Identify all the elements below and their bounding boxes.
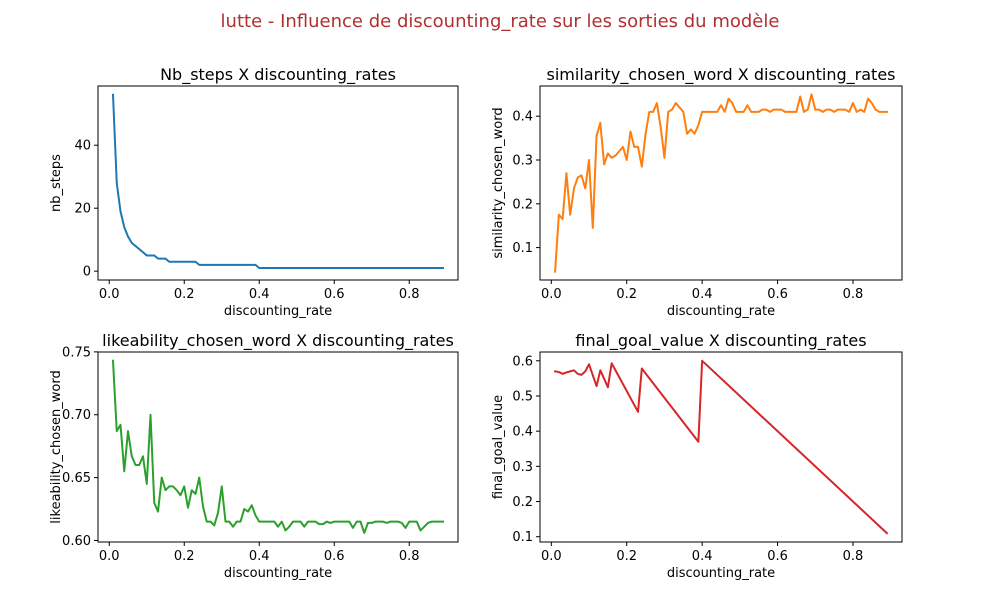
y-tick-label: 0.3 <box>512 460 533 475</box>
y-tick-label: 0.3 <box>512 154 533 169</box>
y-tick-label: 40 <box>74 139 91 154</box>
x-tick-label: 0.2 <box>616 287 637 302</box>
x-tick-label: 0.8 <box>399 549 420 564</box>
x-tick-label: 0.0 <box>541 549 562 564</box>
subplot-2: similarity_chosen_word X discounting_rat… <box>491 65 903 319</box>
y-tick-label: 0.2 <box>512 495 533 510</box>
subplot-title: similarity_chosen_word X discounting_rat… <box>547 65 896 85</box>
x-axis-label: discounting_rate <box>667 566 775 581</box>
x-tick-label: 0.6 <box>324 549 345 564</box>
y-tick-label: 0.4 <box>512 425 533 440</box>
x-tick-label: 0.6 <box>767 287 788 302</box>
x-tick-label: 0.8 <box>843 287 864 302</box>
x-axis-label: discounting_rate <box>667 304 775 319</box>
subplot-1: Nb_steps X discounting_rates 0.0 0.2 0.4 0.6… <box>49 65 459 319</box>
subplot-title: final_goal_value X discounting_rates <box>575 331 866 351</box>
series-line <box>553 359 889 535</box>
y-tick-label: 0.65 <box>62 471 91 486</box>
x-tick-label: 0.8 <box>843 549 864 564</box>
y-tick-label: 0.75 <box>62 345 91 360</box>
x-tick-label: 0.4 <box>249 287 270 302</box>
subplot-title: likeability_chosen_word X discounting_ra… <box>102 331 454 351</box>
figure-title: lutte - Influence de discounting_rate su… <box>221 11 780 32</box>
y-tick-label: 0.1 <box>512 530 533 545</box>
subplot-4: final_goal_value X discounting_rates 0.0 0… <box>491 331 903 581</box>
series-line <box>554 93 888 273</box>
y-tick-label: 0.70 <box>62 408 91 423</box>
x-tick-label: 0.0 <box>99 287 120 302</box>
y-tick-label: 0.5 <box>512 389 533 404</box>
y-tick-label: 0.2 <box>512 197 533 212</box>
y-tick-label: 0.6 <box>512 354 533 369</box>
y-axis-label: similarity_chosen_word <box>491 107 506 258</box>
subplot-title: Nb_steps X discounting_rates <box>160 65 396 85</box>
x-tick-label: 0.6 <box>324 287 345 302</box>
y-tick-label: 20 <box>74 202 91 217</box>
axes-frame <box>539 85 903 281</box>
y-tick-label: 0 <box>83 265 91 280</box>
x-tick-label: 0.2 <box>616 549 637 564</box>
x-tick-label: 0.0 <box>99 549 120 564</box>
x-tick-label: 0.4 <box>692 287 713 302</box>
y-axis-label: nb_steps <box>49 154 64 212</box>
axes-frame <box>97 85 459 281</box>
y-axis-label: likeability_chosen_word <box>49 370 64 523</box>
x-tick-label: 0.4 <box>692 549 713 564</box>
x-tick-label: 0.2 <box>174 287 195 302</box>
x-tick-label: 0.8 <box>399 287 420 302</box>
axes-frame <box>539 351 903 543</box>
x-axis-label: discounting_rate <box>224 304 332 319</box>
series-line <box>111 359 444 534</box>
y-tick-label: 0.1 <box>512 241 533 256</box>
x-tick-label: 0.0 <box>541 287 562 302</box>
series-line <box>111 93 444 270</box>
subplot-3: likeability_chosen_word X discounting_ra… <box>49 331 459 581</box>
y-tick-label: 0.60 <box>62 534 91 549</box>
x-tick-label: 0.4 <box>249 549 270 564</box>
y-axis-label: final_goal_value <box>491 395 506 499</box>
y-tick-label: 0.4 <box>512 110 533 125</box>
x-tick-label: 0.2 <box>174 549 195 564</box>
x-tick-label: 0.6 <box>767 549 788 564</box>
x-axis-label: discounting_rate <box>224 566 332 581</box>
axes-frame <box>97 351 459 543</box>
